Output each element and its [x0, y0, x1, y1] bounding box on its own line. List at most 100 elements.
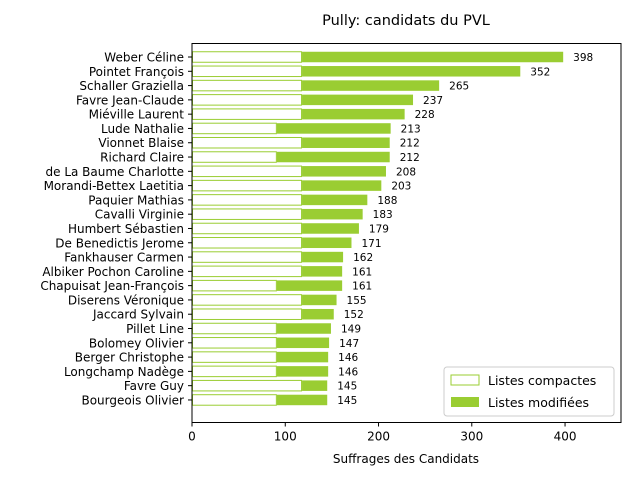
bar-compactes: [192, 251, 303, 263]
bar-compactes: [192, 365, 277, 378]
y-tick-label: Humbert Sébastien: [68, 222, 184, 236]
y-tick-label: Pillet Line: [126, 322, 184, 336]
bar-modifiees: [302, 251, 344, 263]
x-tick-label: 200: [367, 430, 390, 444]
y-tick-label: Lude Nathalie: [101, 122, 184, 136]
legend-swatch-compactes: [450, 374, 480, 386]
total-label: 145: [337, 381, 357, 393]
bar-modifiees: [302, 66, 521, 77]
bar-compactes: [192, 222, 303, 235]
total-label: 162: [353, 252, 373, 264]
bar-modifiees: [302, 80, 440, 91]
total-label: 188: [377, 195, 397, 207]
total-label: 213: [401, 123, 421, 135]
chart-title: Pully: candidats du PVL: [322, 13, 490, 29]
bar-compactes: [192, 279, 277, 292]
x-tick-label: 0: [188, 430, 196, 444]
bar-modifiees: [302, 51, 564, 63]
total-label: 146: [338, 366, 358, 378]
y-tick-label: Albiker Pochon Caroline: [42, 265, 184, 279]
y-tick-label: Chapuisat Jean-François: [40, 279, 184, 293]
total-label: 212: [400, 152, 420, 164]
x-axis: 0 100 200 300 400: [188, 422, 577, 444]
bar-modifiees: [276, 280, 343, 291]
y-tick-label: Diserens Véronique: [68, 293, 184, 307]
plot-frame: [191, 43, 622, 423]
bar-modifiees: [276, 366, 329, 377]
total-label: 203: [391, 181, 411, 193]
total-label: 183: [373, 209, 393, 221]
total-label: 228: [415, 109, 435, 121]
bar-modifiees: [276, 123, 391, 134]
bar-compactes: [192, 179, 303, 192]
value-labels-layer: 398 352 265 237 228 213 212 212 208 203 188 183 179 1…: [337, 52, 593, 407]
total-label: 212: [400, 138, 420, 150]
y-tick-label: de La Baume Charlotte: [46, 165, 185, 179]
legend-swatch-modifiees: [451, 397, 479, 407]
total-label: 179: [369, 223, 389, 235]
bar-modifiees: [302, 194, 368, 206]
legend-label-compactes: Listes compactes: [488, 373, 596, 388]
bar-compactes: [192, 308, 303, 320]
bar-modifiees: [302, 137, 390, 148]
bar-modifiees: [302, 237, 352, 249]
bar-compactes: [192, 194, 303, 206]
bar-compactes: [192, 151, 277, 163]
total-label: 149: [341, 324, 361, 336]
bar-modifiees: [276, 394, 328, 406]
bar-modifiees: [302, 294, 337, 306]
bar-modifiees: [276, 337, 330, 349]
y-tick-label: Schaller Graziella: [79, 79, 184, 93]
y-tick-label: Paquier Mathias: [88, 193, 184, 207]
x-tick-label: 100: [274, 430, 297, 444]
y-tick-label: Berger Christophe: [75, 351, 184, 365]
bar-modifiees: [302, 266, 343, 277]
x-axis-label: Suffrages des Candidats: [333, 452, 479, 466]
bar-compactes: [192, 165, 303, 178]
bar-compactes: [192, 94, 303, 106]
bar-compactes: [192, 51, 303, 63]
bar-compactes: [192, 136, 303, 149]
bar-modifiees: [302, 223, 359, 234]
y-tick-label: Bourgeois Olivier: [81, 393, 184, 407]
bar-modifiees: [302, 308, 334, 320]
bar-modifiees: [302, 208, 363, 220]
total-label: 145: [337, 395, 357, 407]
total-label: 161: [352, 266, 372, 278]
y-tick-label: Longchamp Nadège: [64, 365, 184, 379]
y-tick-label: Pointet François: [89, 65, 184, 79]
y-tick-label: Richard Claire: [100, 151, 184, 165]
bar-compactes: [192, 237, 303, 249]
bar-modifiees: [302, 380, 328, 391]
y-tick-label: Weber Céline: [104, 51, 184, 65]
total-label: 208: [396, 166, 416, 178]
bar-modifiees: [276, 323, 331, 334]
bar-compactes: [192, 265, 303, 278]
bar-modifiees: [302, 108, 405, 120]
total-label: 171: [361, 238, 381, 250]
total-label: 161: [352, 281, 372, 293]
total-label: 147: [339, 338, 359, 350]
bar-compactes: [192, 322, 277, 335]
y-tick-label: Morandi-Bettex Laetitia: [44, 179, 184, 193]
bar-compactes: [192, 394, 277, 406]
total-label: 155: [347, 295, 367, 307]
bar-modifiees: [302, 180, 382, 191]
total-label: 237: [423, 95, 443, 107]
legend: Listes compactes Listes modifiées: [443, 366, 615, 417]
total-label: 352: [530, 66, 550, 78]
bar-modifiees: [276, 151, 390, 163]
x-tick-label: 400: [554, 430, 577, 444]
total-label: 146: [338, 352, 358, 364]
bar-compactes: [192, 108, 303, 120]
y-tick-label: Jaccard Sylvain: [92, 308, 184, 322]
y-tick-label: De Benedictis Jerome: [55, 236, 184, 250]
y-tick-label: Cavalli Virginie: [95, 208, 184, 222]
total-label: 265: [449, 81, 469, 93]
total-label: 152: [344, 309, 364, 321]
bars-layer: [192, 51, 564, 406]
bar-compactes: [192, 379, 303, 392]
y-tick-label: Miéville Laurent: [89, 108, 185, 122]
